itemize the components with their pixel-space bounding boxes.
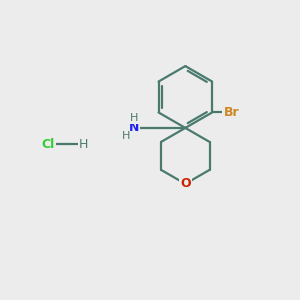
Text: H: H <box>79 138 88 151</box>
Text: N: N <box>129 122 139 134</box>
Text: Br: Br <box>224 106 239 119</box>
Text: O: O <box>180 177 190 190</box>
Text: Cl: Cl <box>42 138 55 151</box>
Text: H: H <box>130 113 139 124</box>
Text: H: H <box>122 131 130 141</box>
